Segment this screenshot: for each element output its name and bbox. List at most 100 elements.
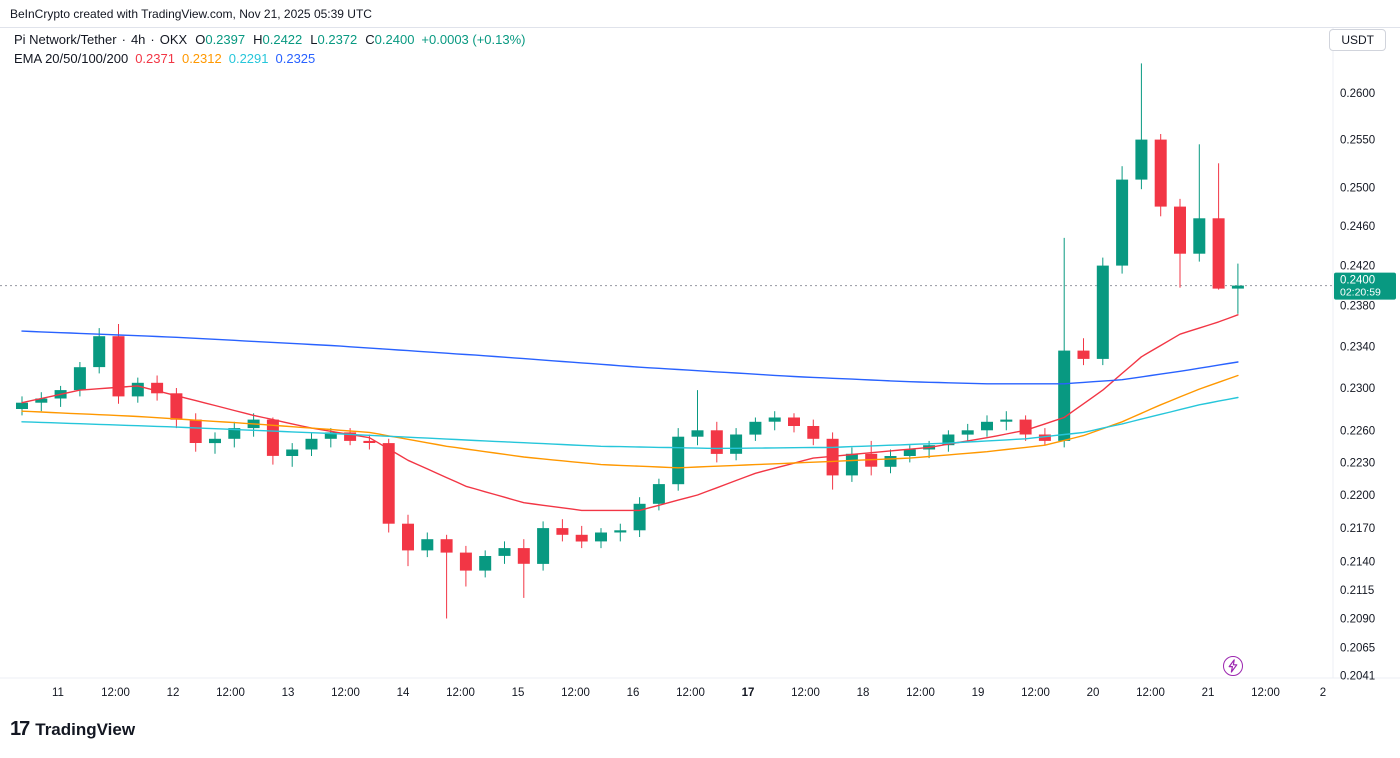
- chart-legend: Pi Network/Tether · 4h · OKX O0.2397 H0.2422 L0…: [14, 31, 526, 67]
- candles-layer: [16, 63, 1244, 619]
- candle-body: [344, 432, 357, 441]
- time-axis-label: 12: [167, 687, 180, 699]
- candle-body: [266, 419, 279, 456]
- bar-countdown: 02:20:59: [1340, 287, 1381, 299]
- price-axis[interactable]: 0.2600 0.2550 0.2500 0.2460 0.2420 0.2380 0.23…: [1340, 88, 1375, 683]
- candle-body: [305, 438, 318, 450]
- ema50-value: 0.2312: [181, 51, 222, 66]
- price-axis-label: 0.2500: [1340, 182, 1375, 194]
- time-axis-label: 12:00: [1021, 687, 1050, 699]
- time-axis-label: 12:00: [1136, 687, 1165, 699]
- candle-body: [421, 539, 434, 551]
- price-axis-label: 0.2115: [1340, 585, 1374, 597]
- candle-body: [1193, 218, 1206, 254]
- candle-body: [942, 434, 955, 446]
- ema-100-line: [21, 396, 1239, 450]
- tradingview-logo[interactable]: 17 TradingView: [10, 718, 135, 741]
- price-axis-label: 0.2260: [1340, 425, 1375, 437]
- candle-body: [1231, 285, 1244, 289]
- candle-body: [575, 534, 588, 542]
- currency-toggle-button[interactable]: USDT: [1329, 29, 1386, 51]
- candle-body: [672, 436, 685, 485]
- open-value: 0.2397: [205, 32, 246, 47]
- price-axis-label: 0.2230: [1340, 457, 1375, 469]
- candle-body: [1116, 179, 1129, 266]
- candle-body: [209, 438, 221, 444]
- high-label: H: [253, 32, 263, 47]
- candle-body: [1096, 265, 1109, 359]
- price-axis-label: 0.2300: [1340, 383, 1375, 395]
- candle-body: [189, 419, 202, 443]
- candle-body: [730, 434, 743, 454]
- tradingview-brand-text: TradingView: [35, 719, 136, 739]
- separator-dot: ·: [150, 32, 155, 47]
- lightning-button[interactable]: [1223, 656, 1243, 676]
- candle-body: [537, 528, 550, 564]
- price-axis-label: 0.2600: [1340, 88, 1375, 100]
- time-axis[interactable]: 11 12:00 12 12:00 13 12:00 14 12:00 15 12:00 16 12:…: [52, 687, 1326, 699]
- ema200-value: 0.2325: [275, 51, 316, 66]
- attribution-text: BeInCrypto created with TradingView.com,…: [10, 7, 372, 21]
- candle-body: [961, 430, 974, 435]
- candle-body: [1038, 434, 1051, 441]
- time-axis-label: 12:00: [561, 687, 590, 699]
- ema-indicator-label: EMA 20/50/100/200: [14, 51, 129, 66]
- exchange-label: OKX: [159, 32, 188, 47]
- candle-body: [479, 556, 492, 571]
- candle-body: [363, 440, 376, 443]
- candle-body: [324, 432, 337, 439]
- price-axis-label: 0.2140: [1340, 557, 1375, 569]
- high-value: 0.2422: [262, 32, 303, 47]
- price-axis-label: 0.2041: [1340, 671, 1375, 683]
- close-value: 0.2400: [374, 32, 415, 47]
- time-axis-label: 2: [1320, 687, 1326, 699]
- candle-body: [652, 484, 665, 504]
- candle-body: [1212, 218, 1225, 289]
- price-axis-label: 0.2380: [1340, 301, 1375, 313]
- time-axis-label: 12:00: [101, 687, 130, 699]
- candle-body: [459, 552, 472, 571]
- candle-body: [614, 530, 627, 533]
- candle-body: [1174, 206, 1186, 254]
- price-axis-label: 0.2340: [1340, 342, 1375, 354]
- candle-body: [845, 453, 858, 476]
- candle-body: [228, 428, 241, 439]
- ema-200-line: [21, 330, 1239, 385]
- candle-body: [884, 456, 897, 467]
- price-axis-label: 0.2420: [1340, 261, 1375, 273]
- last-price-value: 0.2400: [1340, 275, 1375, 287]
- candle-body: [595, 532, 607, 542]
- time-axis-label: 17: [742, 687, 755, 699]
- interval-label[interactable]: 4h: [130, 32, 146, 47]
- open-label: O: [195, 32, 206, 47]
- price-axis-label: 0.2460: [1340, 221, 1375, 233]
- time-axis-label: 21: [1202, 687, 1215, 699]
- candle-body: [1154, 139, 1167, 207]
- candle-body: [402, 523, 414, 551]
- candle-body: [112, 336, 125, 397]
- candle-body: [382, 443, 395, 524]
- candle-body: [981, 421, 993, 431]
- time-axis-label: 12:00: [906, 687, 935, 699]
- ema100-value: 0.2291: [228, 51, 269, 66]
- time-axis-label: 16: [627, 687, 640, 699]
- candle-body: [749, 421, 762, 435]
- candle-body: [1077, 350, 1090, 359]
- symbol-info-row[interactable]: Pi Network/Tether · 4h · OKX O0.2397 H0.2422 L0…: [14, 31, 526, 48]
- candle-body: [131, 382, 144, 397]
- time-axis-label: 20: [1087, 687, 1100, 699]
- price-axis-label: 0.2170: [1340, 523, 1375, 535]
- candle-body: [768, 417, 781, 422]
- price-axis-label: 0.2090: [1340, 614, 1375, 626]
- ema-20-line: [21, 314, 1239, 512]
- ema-indicator-row[interactable]: EMA 20/50/100/200 0.2371 0.2312 0.2291 0.232…: [14, 50, 526, 67]
- candle-body: [440, 539, 453, 553]
- close-label: C: [365, 32, 375, 47]
- time-axis-label: 15: [512, 687, 525, 699]
- symbol-name[interactable]: Pi Network/Tether: [14, 32, 117, 47]
- time-axis-label: 12:00: [331, 687, 360, 699]
- candle-body: [93, 336, 106, 368]
- time-axis-label: 11: [52, 687, 64, 699]
